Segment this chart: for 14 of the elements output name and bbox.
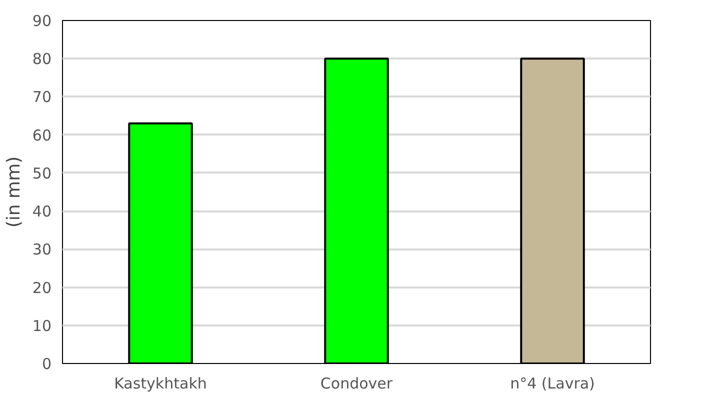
y-tick-label: 80 (32, 50, 52, 68)
y-axis-title: (in mm) (3, 156, 24, 228)
y-tick-label: 90 (32, 12, 52, 30)
x-tick-label: Condover (320, 374, 394, 392)
x-tick-label: Kastykhtakh (114, 374, 207, 392)
y-tick-label: 70 (32, 88, 52, 106)
y-tick-label: 20 (32, 278, 52, 297)
x-tick-label: n°4 (Lavra) (510, 374, 595, 392)
y-tick-label: 0 (42, 355, 52, 373)
y-tick-label: 30 (32, 240, 52, 259)
y-tick-label: 50 (32, 164, 52, 182)
y-tick-label: 10 (32, 316, 52, 335)
y-tick-label: 40 (32, 202, 52, 221)
y-tick-label: 60 (32, 126, 52, 144)
